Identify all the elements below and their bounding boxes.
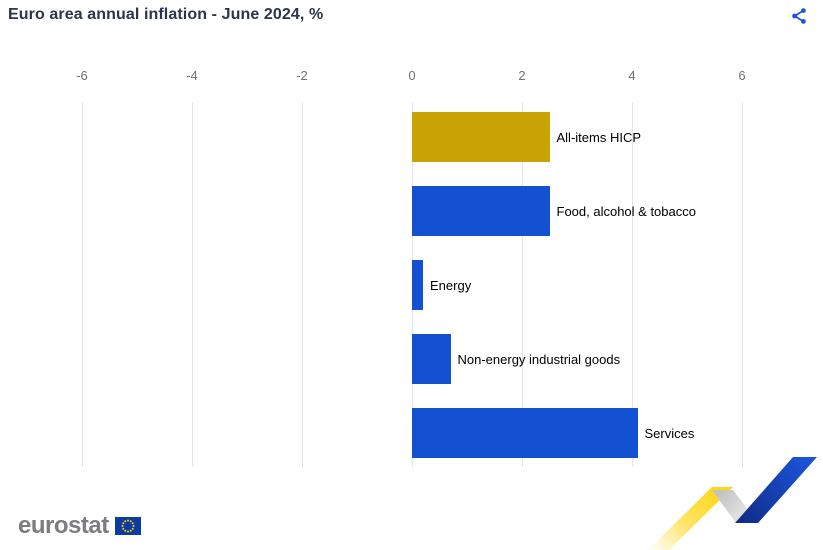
gridline [521, 102, 523, 467]
bar-energy[interactable] [412, 260, 423, 310]
bar-label: Non-energy industrial goods [457, 351, 621, 367]
page-title: Euro area annual inflation - June 2024, … [8, 6, 324, 23]
ribbon-decoration [648, 457, 817, 550]
bar-all-items-hicp[interactable] [412, 112, 550, 162]
x-axis-tick-label: 2 [518, 68, 526, 83]
gridline [301, 102, 303, 467]
eu-flag-icon [114, 517, 141, 535]
bar-label: Energy [430, 277, 472, 293]
bar-label: All-items HICP [556, 129, 642, 145]
gridline [191, 102, 193, 467]
eurostat-logo-text: eurostat [18, 512, 109, 539]
gridline [81, 102, 83, 467]
ribbon-blue-band [735, 457, 817, 523]
bar-label: Services [644, 425, 695, 441]
share-icon [792, 8, 806, 24]
bar-non-energy-industrial-goods[interactable] [412, 334, 451, 384]
bar-label: Food, alcohol & tobacco [556, 203, 696, 219]
x-axis-tick-label: -6 [76, 68, 88, 83]
eurostat-logo[interactable]: eurostat [18, 514, 141, 538]
bar-food-alcohol-tobacco[interactable] [412, 186, 550, 236]
x-axis-tick-label: -2 [296, 68, 308, 83]
gridline [741, 102, 743, 467]
ribbon-yellow-band [648, 487, 733, 550]
bar-services[interactable] [412, 408, 638, 458]
share-button[interactable] [789, 5, 811, 27]
x-axis-tick-label: -4 [186, 68, 198, 83]
x-axis-tick-label: 6 [738, 68, 746, 83]
gridline [631, 102, 633, 467]
x-axis-tick-label: 0 [408, 68, 416, 83]
x-axis-tick-label: 4 [628, 68, 636, 83]
